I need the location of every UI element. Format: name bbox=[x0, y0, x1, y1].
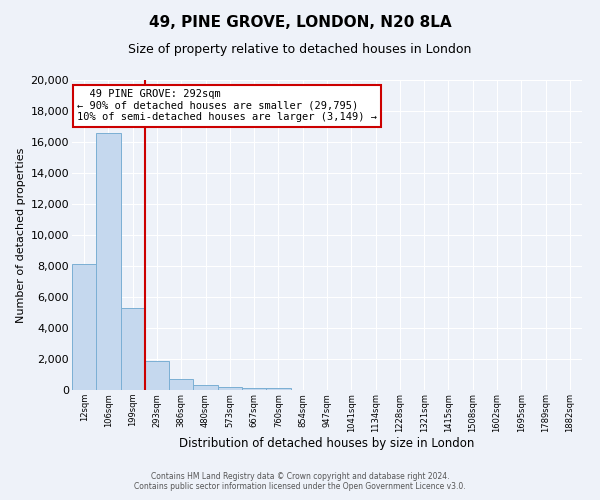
Text: Contains public sector information licensed under the Open Government Licence v3: Contains public sector information licen… bbox=[134, 482, 466, 491]
Bar bbox=[169, 379, 193, 390]
Bar bbox=[145, 362, 169, 390]
Bar bbox=[72, 264, 96, 390]
X-axis label: Distribution of detached houses by size in London: Distribution of detached houses by size … bbox=[179, 438, 475, 450]
Text: Size of property relative to detached houses in London: Size of property relative to detached ho… bbox=[128, 42, 472, 56]
Bar bbox=[193, 385, 218, 390]
Bar bbox=[121, 308, 145, 390]
Text: 49, PINE GROVE, LONDON, N20 8LA: 49, PINE GROVE, LONDON, N20 8LA bbox=[149, 15, 451, 30]
Text: 49 PINE GROVE: 292sqm  
← 90% of detached houses are smaller (29,795)
10% of sem: 49 PINE GROVE: 292sqm ← 90% of detached … bbox=[77, 90, 377, 122]
Bar bbox=[266, 388, 290, 390]
Bar bbox=[218, 387, 242, 390]
Y-axis label: Number of detached properties: Number of detached properties bbox=[16, 148, 26, 322]
Bar bbox=[242, 388, 266, 390]
Text: Contains HM Land Registry data © Crown copyright and database right 2024.: Contains HM Land Registry data © Crown c… bbox=[151, 472, 449, 481]
Bar bbox=[96, 132, 121, 390]
